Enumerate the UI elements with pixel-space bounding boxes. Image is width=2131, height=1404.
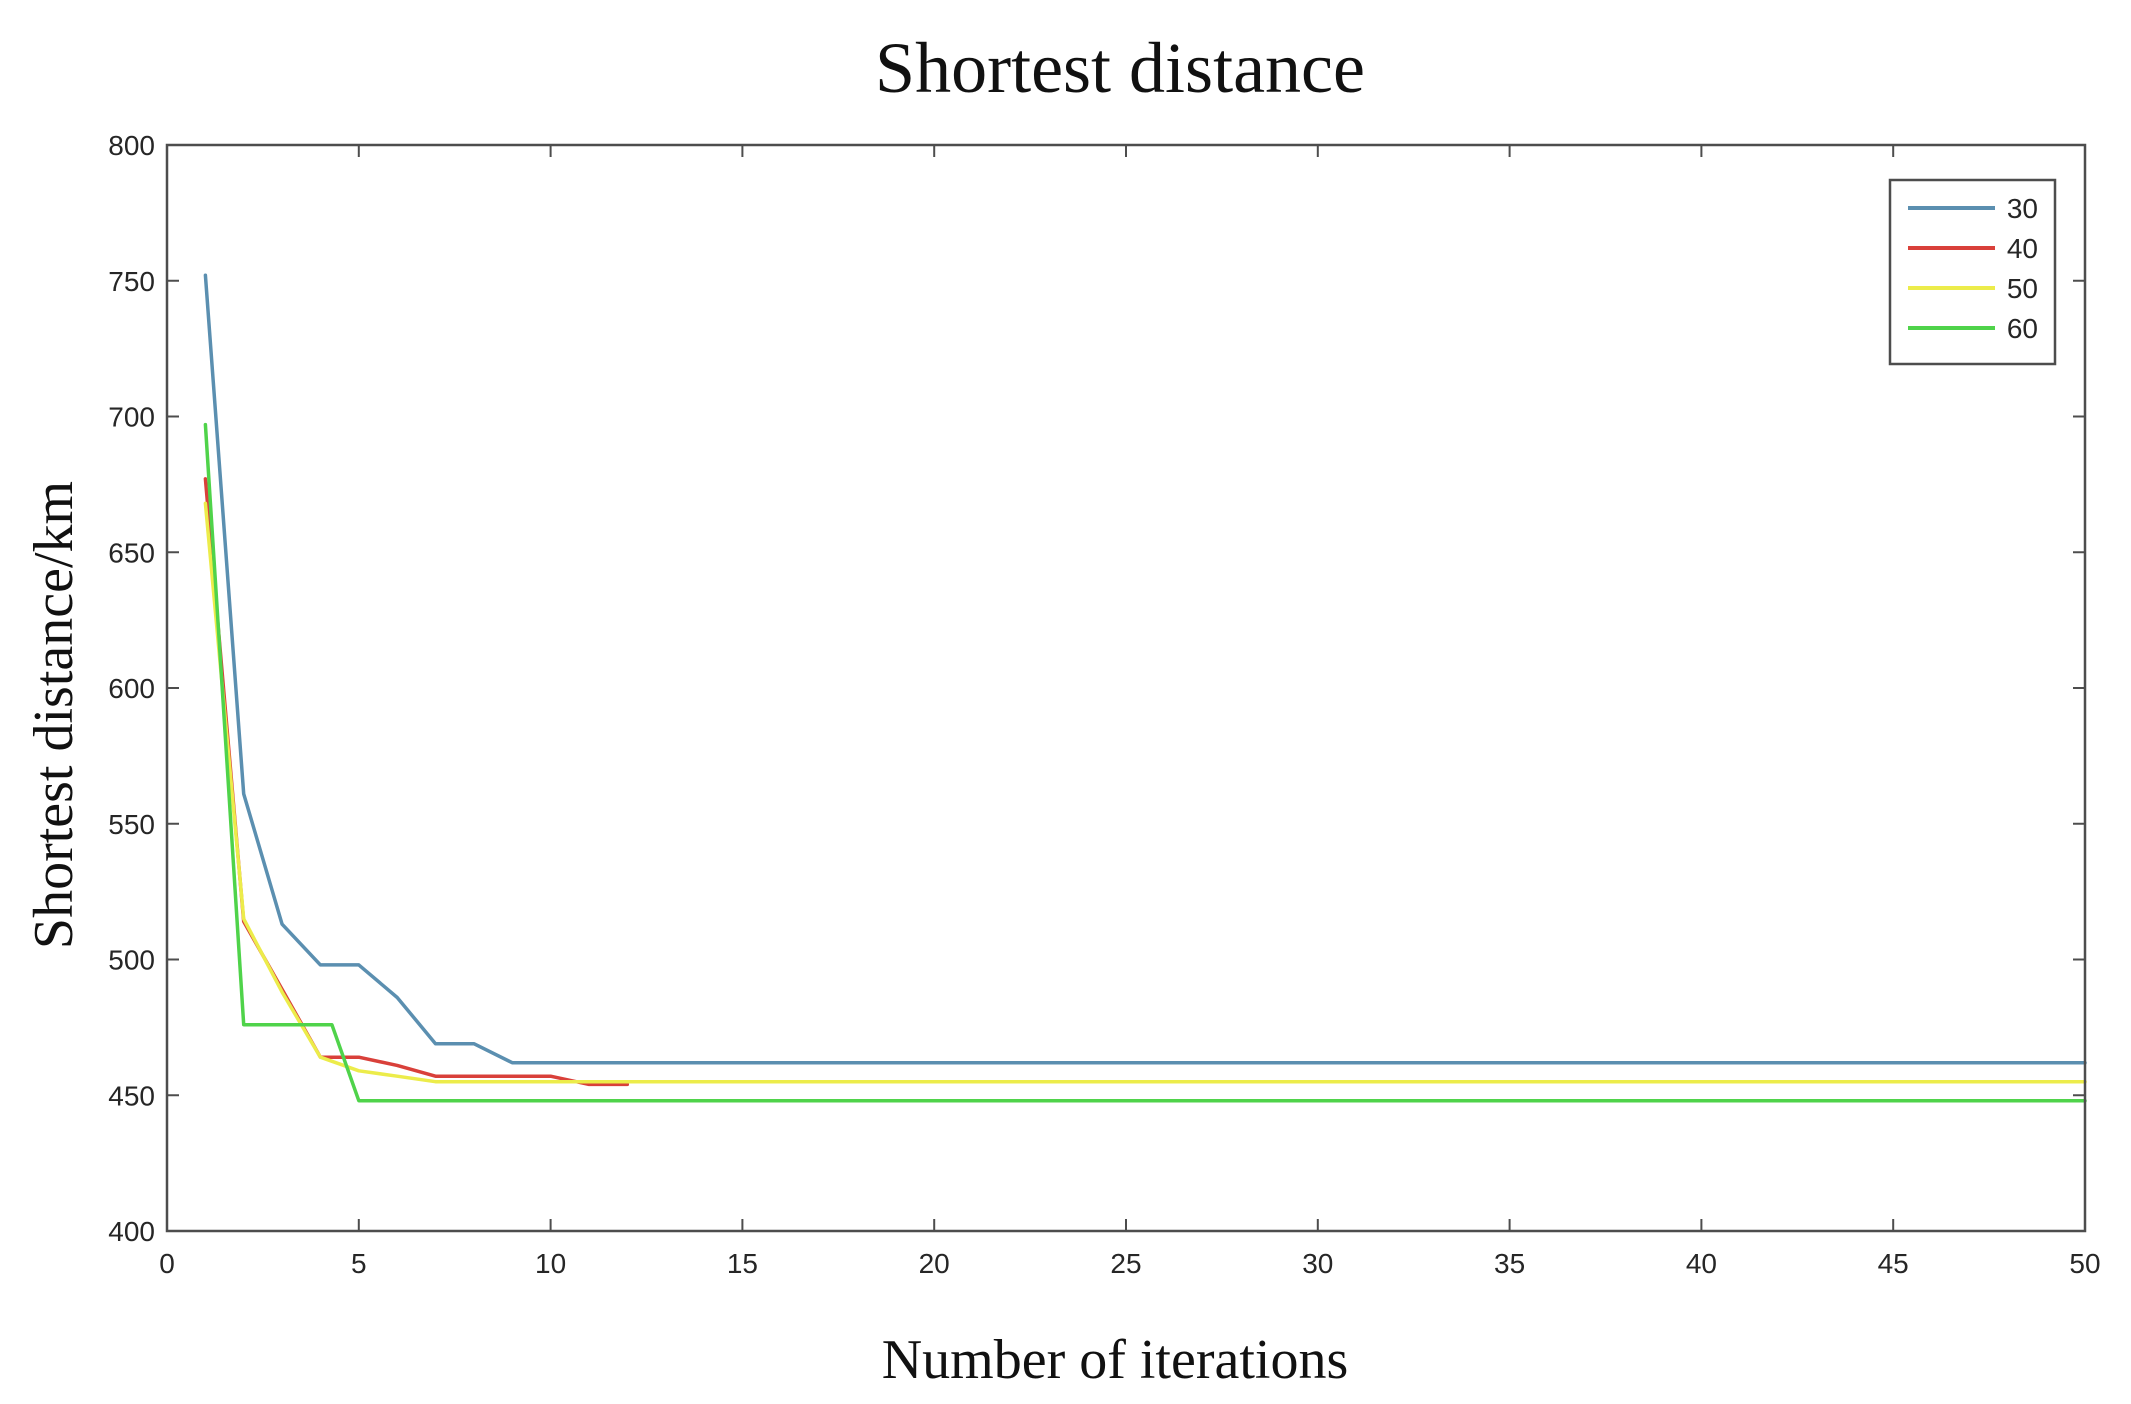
x-tick-label: 30 — [1302, 1248, 1333, 1279]
legend-label-40: 40 — [2007, 233, 2038, 264]
x-tick-label: 35 — [1494, 1248, 1525, 1279]
y-tick-label: 550 — [108, 809, 155, 840]
y-tick-label: 650 — [108, 537, 155, 568]
y-tick-label: 750 — [108, 266, 155, 297]
x-tick-label: 50 — [2069, 1248, 2100, 1279]
x-tick-label: 10 — [535, 1248, 566, 1279]
y-tick-label: 450 — [108, 1080, 155, 1111]
series-lines — [203, 273, 2087, 1103]
plot-frame — [165, 143, 2087, 1233]
chart-title: Shortest distance — [875, 28, 1365, 108]
x-tick-label: 40 — [1686, 1248, 1717, 1279]
x-tick-label: 20 — [919, 1248, 950, 1279]
x-tick-label: 25 — [1110, 1248, 1141, 1279]
series-line-30 — [203, 273, 2087, 1065]
legend: 30 40 50 60 — [1888, 178, 2057, 366]
y-axis-label: Shortest distance/km — [23, 481, 85, 949]
legend-label-60: 60 — [2007, 313, 2038, 344]
y-tick-label: 800 — [108, 130, 155, 161]
series-line-60 — [203, 422, 2087, 1103]
series-line-40 — [203, 477, 630, 1087]
x-tick-label: 0 — [159, 1248, 175, 1279]
x-tick-label: 5 — [351, 1248, 367, 1279]
x-tick-label: 45 — [1878, 1248, 1909, 1279]
axis-ticks: 0 5 10 15 20 25 30 35 40 45 50 400 450 500 550 600 650 70… — [108, 130, 2100, 1279]
y-tick-label: 500 — [108, 945, 155, 976]
y-tick-label: 700 — [108, 402, 155, 433]
x-axis-label: Number of iterations — [882, 1329, 1349, 1391]
legend-label-50: 50 — [2007, 273, 2038, 304]
series-line-50 — [203, 501, 2087, 1084]
x-tick-label: 15 — [727, 1248, 758, 1279]
y-tick-label: 600 — [108, 673, 155, 704]
y-tick-label: 400 — [108, 1216, 155, 1247]
legend-box — [1888, 178, 2057, 366]
legend-label-30: 30 — [2007, 193, 2038, 224]
